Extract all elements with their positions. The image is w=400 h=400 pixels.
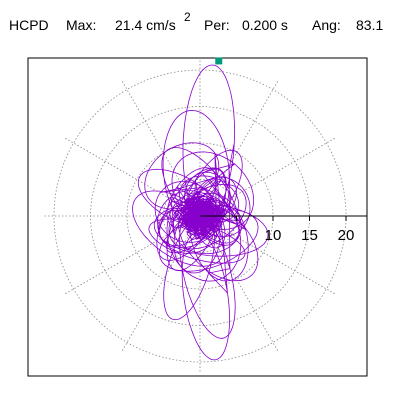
polar-grid	[43, 59, 347, 373]
max-exponent: 2	[184, 10, 191, 24]
station-name: HCPD	[9, 17, 49, 33]
plot-header: HCPD Max: 21.4 cm/s 2 Per: 0.200 s Ang: …	[0, 10, 400, 40]
angle-value: 83.1	[356, 17, 384, 33]
max-value: 21.4 cm/s	[115, 17, 176, 33]
grid-spoke-330	[199, 215, 337, 295]
grid-spoke-300	[199, 215, 279, 353]
grid-spoke-120	[121, 79, 201, 217]
max-label: Max:	[66, 17, 97, 33]
peak-marker	[215, 57, 223, 65]
motion-trace	[132, 64, 269, 361]
angle-label: Ang:	[312, 17, 341, 33]
grid-spoke-240	[121, 215, 201, 353]
grid-spoke-60	[199, 79, 279, 217]
grid-spoke-150	[63, 137, 201, 217]
grid-spoke-30	[199, 137, 337, 217]
trace-path	[132, 64, 269, 361]
radial-tick-label: 15	[301, 227, 318, 244]
radial-tick-labels: 10 15 20	[265, 227, 355, 244]
peak-marker-group	[215, 57, 223, 65]
grid-spoke-210	[63, 215, 201, 295]
radial-axis	[200, 215, 367, 221]
radial-tick-label: 20	[338, 227, 355, 244]
period-label: Per:	[204, 17, 230, 33]
radial-tick-label: 10	[265, 227, 282, 244]
period-value: 0.200 s	[242, 17, 288, 33]
